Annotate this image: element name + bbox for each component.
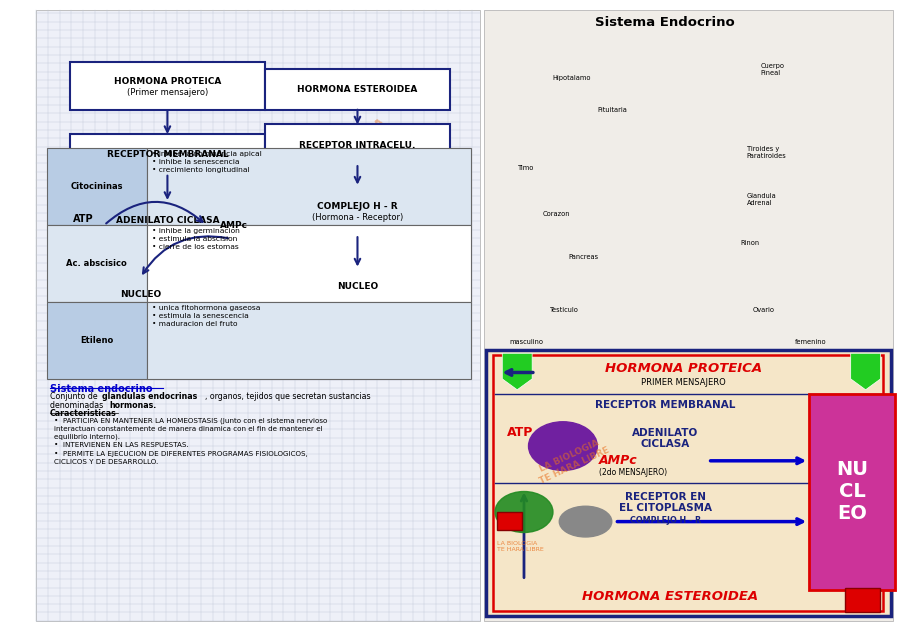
FancyBboxPatch shape bbox=[486, 350, 891, 616]
FancyBboxPatch shape bbox=[845, 588, 880, 612]
FancyBboxPatch shape bbox=[36, 10, 480, 621]
FancyBboxPatch shape bbox=[71, 63, 264, 111]
FancyBboxPatch shape bbox=[71, 200, 264, 241]
Text: NU
CL
EO: NU CL EO bbox=[836, 460, 868, 524]
FancyBboxPatch shape bbox=[308, 267, 407, 305]
Text: denominadas: denominadas bbox=[50, 401, 106, 410]
Text: PRIMER MENSAJERO: PRIMER MENSAJERO bbox=[641, 378, 726, 387]
Text: RECEPTOR EN: RECEPTOR EN bbox=[624, 492, 706, 502]
FancyBboxPatch shape bbox=[809, 394, 895, 590]
Text: AMPc: AMPc bbox=[220, 221, 247, 230]
Text: (2do MENSAJERO): (2do MENSAJERO) bbox=[599, 468, 667, 477]
Text: LA BIOLOGIA
TE HARA LIBRE: LA BIOLOGIA TE HARA LIBRE bbox=[291, 111, 405, 203]
Circle shape bbox=[495, 492, 553, 532]
FancyBboxPatch shape bbox=[484, 10, 893, 621]
Circle shape bbox=[529, 422, 597, 470]
Text: HORMONA PROTEICA: HORMONA PROTEICA bbox=[605, 362, 762, 374]
Text: Caracteristicas: Caracteristicas bbox=[50, 409, 117, 418]
Text: glandulas endocrinas: glandulas endocrinas bbox=[102, 392, 197, 401]
Text: COMPLEJO H - R: COMPLEJO H - R bbox=[317, 202, 398, 211]
FancyBboxPatch shape bbox=[47, 225, 147, 302]
FancyBboxPatch shape bbox=[199, 208, 268, 242]
Text: RECEPTOR INTRACELU.: RECEPTOR INTRACELU. bbox=[300, 141, 415, 150]
FancyBboxPatch shape bbox=[47, 148, 147, 225]
Text: COMPLEJO H - R: COMPLEJO H - R bbox=[630, 516, 700, 525]
Text: Sistema Endocrino: Sistema Endocrino bbox=[595, 16, 735, 29]
Text: Citocininas: Citocininas bbox=[71, 182, 123, 191]
Text: Ac. abscisico: Ac. abscisico bbox=[66, 259, 128, 268]
Text: • unica fitohormona gaseosa
• estimula la senescencia
• maduracion del fruto: • unica fitohormona gaseosa • estimula l… bbox=[152, 305, 261, 326]
FancyBboxPatch shape bbox=[264, 185, 451, 237]
Text: •  INTERVIENEN EN LAS RESPUESTAS.: • INTERVIENEN EN LAS RESPUESTAS. bbox=[54, 442, 189, 448]
Text: HORMONA ESTEROIDEA: HORMONA ESTEROIDEA bbox=[582, 590, 757, 603]
Polygon shape bbox=[851, 353, 881, 390]
Text: Glandula
Adrenal: Glandula Adrenal bbox=[747, 193, 776, 206]
FancyBboxPatch shape bbox=[77, 275, 204, 314]
Text: Timo: Timo bbox=[518, 164, 534, 171]
Text: NUCLEO: NUCLEO bbox=[337, 282, 378, 291]
Text: ATP: ATP bbox=[507, 426, 534, 438]
Text: AMPc: AMPc bbox=[599, 454, 638, 467]
Text: HORMONA ESTEROIDEA: HORMONA ESTEROIDEA bbox=[297, 85, 418, 94]
Text: Pituitaria: Pituitaria bbox=[597, 107, 627, 113]
Polygon shape bbox=[502, 353, 532, 390]
Text: ATP: ATP bbox=[73, 214, 93, 224]
Text: Pancreas: Pancreas bbox=[568, 254, 598, 260]
FancyBboxPatch shape bbox=[147, 148, 471, 225]
FancyBboxPatch shape bbox=[147, 225, 471, 302]
Text: (Hormona - Receptor): (Hormona - Receptor) bbox=[312, 213, 403, 222]
Text: LA BIOLOGIA
TE HARA LIBRE: LA BIOLOGIA TE HARA LIBRE bbox=[115, 132, 238, 232]
Text: Testiculo: Testiculo bbox=[550, 307, 579, 313]
FancyBboxPatch shape bbox=[264, 69, 451, 111]
Ellipse shape bbox=[559, 506, 612, 537]
FancyBboxPatch shape bbox=[47, 302, 147, 379]
FancyBboxPatch shape bbox=[71, 134, 264, 176]
Text: Ovario: Ovario bbox=[753, 307, 775, 313]
Text: Rinon: Rinon bbox=[740, 240, 759, 246]
Text: Hipotalamo: Hipotalamo bbox=[552, 75, 591, 81]
Text: HORMONA PROTEICA: HORMONA PROTEICA bbox=[114, 77, 221, 86]
Text: (Primer mensajero): (Primer mensajero) bbox=[127, 88, 208, 97]
Text: • inhibe la germinacion
• estimula la abscision
• cierre de los estomas: • inhibe la germinacion • estimula la ab… bbox=[152, 228, 240, 250]
Text: ADENILATO: ADENILATO bbox=[632, 428, 699, 438]
Text: Conjunto de: Conjunto de bbox=[50, 392, 100, 401]
Text: EL CITOPLASMA: EL CITOPLASMA bbox=[619, 502, 711, 513]
Text: ADENILATO CICLASA: ADENILATO CICLASA bbox=[116, 216, 219, 225]
FancyBboxPatch shape bbox=[497, 512, 522, 530]
Text: • inhibe la dominancia apical
• inhibe la senescencia
• crecimiento longitudinal: • inhibe la dominancia apical • inhibe l… bbox=[152, 151, 262, 173]
Text: RECEPTOR MEMBRANAL: RECEPTOR MEMBRANAL bbox=[595, 400, 736, 410]
Text: , organos, tejidos que secretan sustancias: , organos, tejidos que secretan sustanci… bbox=[205, 392, 371, 401]
Text: Sistema endocrino: Sistema endocrino bbox=[50, 384, 152, 394]
FancyBboxPatch shape bbox=[264, 124, 451, 166]
Text: femenino: femenino bbox=[795, 339, 826, 346]
Text: Cuerpo
Pineal: Cuerpo Pineal bbox=[760, 63, 785, 76]
Text: masculino: masculino bbox=[510, 339, 544, 346]
Text: Tiroides y
Paratiroides: Tiroides y Paratiroides bbox=[747, 146, 786, 159]
Text: RECEPTOR MEMBRANAL: RECEPTOR MEMBRANAL bbox=[107, 150, 228, 159]
Text: LA BIOLOGIA
TE HARA LIBRE: LA BIOLOGIA TE HARA LIBRE bbox=[497, 541, 544, 552]
Text: Corazon: Corazon bbox=[543, 211, 570, 217]
Text: hormonas.: hormonas. bbox=[110, 401, 157, 410]
Text: Etileno: Etileno bbox=[81, 336, 113, 345]
Text: •  PERMITE LA EJECUCION DE DIFERENTES PROGRAMAS FISIOLOGICOS,
CICLICOS Y DE DESA: • PERMITE LA EJECUCION DE DIFERENTES PRO… bbox=[54, 451, 308, 465]
Text: LA BIOLOGIA
TE HARA LIBRE: LA BIOLOGIA TE HARA LIBRE bbox=[533, 436, 611, 486]
Text: CICLASA: CICLASA bbox=[641, 438, 690, 449]
FancyBboxPatch shape bbox=[147, 302, 471, 379]
Text: NUCLEO: NUCLEO bbox=[119, 290, 161, 299]
FancyBboxPatch shape bbox=[495, 378, 881, 570]
Text: •  PARTICIPA EN MANTENER LA HOMEOSTASIS (Junto con el sistema nervioso
interactu: • PARTICIPA EN MANTENER LA HOMEOSTASIS (… bbox=[54, 418, 328, 440]
